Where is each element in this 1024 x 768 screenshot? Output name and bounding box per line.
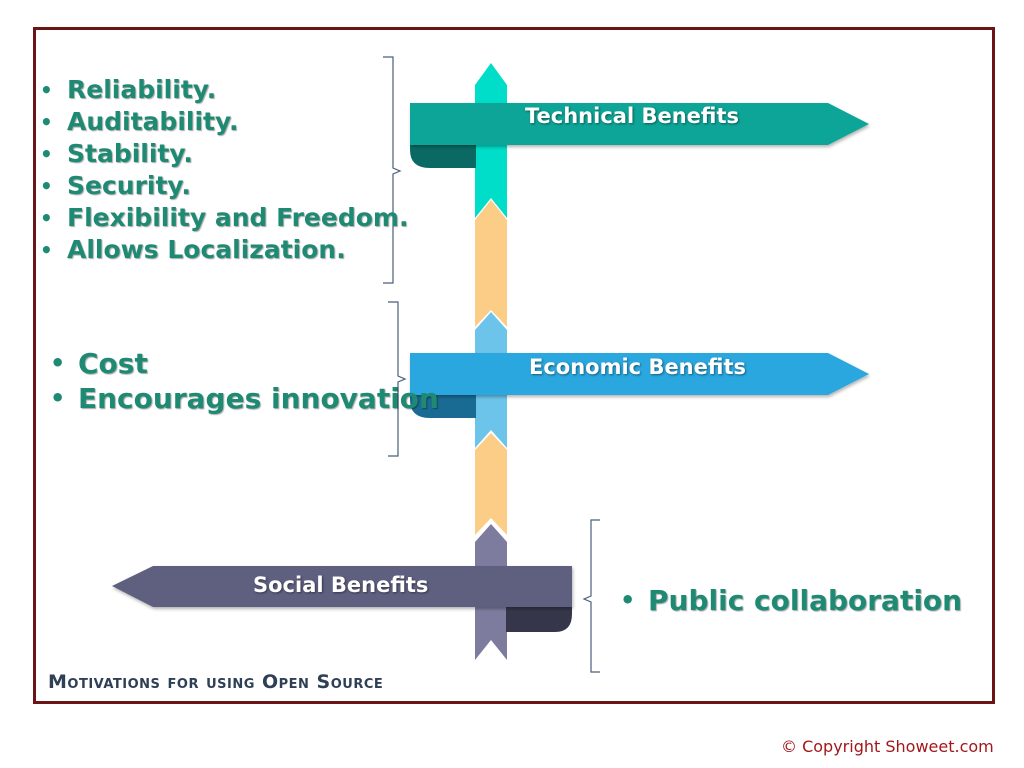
copyright-link[interactable]: © Copyright Showeet.com: [781, 737, 994, 756]
list-item: Stability.: [40, 138, 408, 170]
list-item: Security.: [40, 170, 408, 202]
economic-benefits-list: Cost Encourages innovation: [50, 346, 439, 416]
technical-benefits-label: Technical Benefits: [525, 104, 739, 128]
social-benefits-label: Social Benefits: [253, 573, 429, 597]
list-item: Flexibility and Freedom.: [40, 202, 408, 234]
slide-frame: [33, 27, 995, 704]
economic-banner-arrow: [410, 353, 869, 395]
technical-banner-arrow: [410, 103, 869, 145]
list-item: Cost: [50, 346, 439, 381]
technical-benefits-list: Reliability. Auditability. Stability. Se…: [40, 74, 408, 266]
economic-benefits-label: Economic Benefits: [529, 355, 746, 379]
social-banner-arrow: [112, 566, 572, 607]
list-item: Encourages innovation: [50, 381, 439, 416]
list-item: Auditability.: [40, 106, 408, 138]
list-item: Reliability.: [40, 74, 408, 106]
slide-caption: Motivations for using Open Source: [48, 671, 384, 693]
spine-segment-orange-1: [475, 200, 507, 327]
list-item: Public collaboration: [620, 583, 962, 618]
social-brace: [582, 519, 600, 673]
spine-segment-orange-2: [475, 433, 507, 535]
list-item: Allows Localization.: [40, 234, 408, 266]
social-benefits-list: Public collaboration: [620, 583, 962, 618]
